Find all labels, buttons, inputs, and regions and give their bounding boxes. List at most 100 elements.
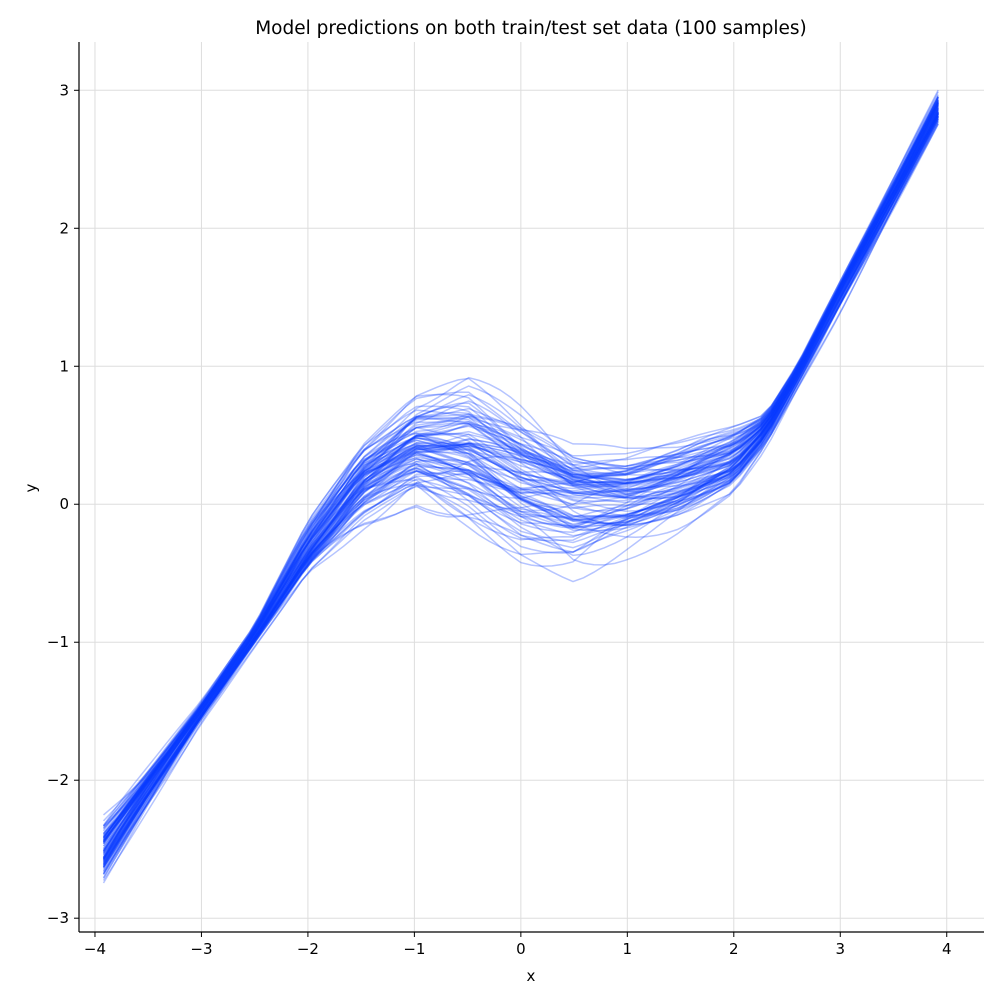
prediction-line: [102, 118, 939, 868]
prediction-line: [102, 113, 939, 862]
prediction-line: [102, 108, 939, 855]
prediction-line: [102, 112, 939, 861]
prediction-line: [102, 115, 939, 864]
prediction-line: [102, 104, 939, 847]
prediction-line: [102, 111, 939, 859]
y-tick-label: −2: [47, 771, 69, 789]
prediction-line: [102, 109, 939, 853]
prediction-line: [102, 102, 939, 843]
prediction-line: [102, 107, 939, 852]
prediction-line: [102, 115, 939, 868]
prediction-line: [102, 113, 939, 864]
prediction-line: [102, 116, 939, 868]
tick-labels: −4 −3 −2 −1 0 1 2 3 4 −3 −2 −1 0 1 2 3: [47, 81, 952, 958]
prediction-line: [102, 119, 939, 876]
x-tick-label: 1: [623, 940, 633, 958]
prediction-line: [102, 114, 939, 866]
prediction-line: [102, 99, 939, 841]
x-tick-label: 4: [942, 940, 952, 958]
prediction-line: [102, 102, 939, 839]
prediction-line: [102, 111, 939, 858]
prediction-line: [102, 113, 939, 863]
prediction-line: [102, 104, 939, 843]
prediction-line: [102, 103, 939, 842]
prediction-line: [102, 123, 939, 884]
prediction-line: [102, 94, 939, 827]
prediction-line: [102, 99, 939, 838]
prediction-line: [102, 115, 939, 867]
prediction-line: [102, 104, 939, 845]
prediction-line: [102, 113, 939, 860]
prediction-line: [102, 113, 939, 859]
x-tick-label: −2: [297, 940, 319, 958]
prediction-line: [102, 101, 939, 838]
prediction-line: [102, 123, 939, 879]
x-tick-label: −4: [84, 940, 106, 958]
prediction-line: [102, 103, 939, 840]
prediction-line: [102, 113, 939, 861]
prediction-line: [102, 117, 939, 869]
prediction-line: [102, 110, 939, 853]
prediction-line: [102, 97, 939, 834]
prediction-line: [102, 96, 939, 827]
prediction-line: [102, 100, 939, 839]
x-tick-label: 3: [835, 940, 845, 958]
prediction-line: [102, 102, 939, 839]
prediction-line: [102, 120, 939, 874]
prediction-line: [102, 119, 939, 875]
prediction-line: [102, 109, 939, 856]
prediction-line: [102, 121, 939, 878]
prediction-line: [102, 122, 939, 881]
prediction-line: [103, 89, 939, 816]
prediction-line: [102, 95, 939, 829]
prediction-line: [102, 121, 939, 875]
prediction-line: [102, 113, 939, 865]
prediction-line: [102, 113, 939, 860]
prediction-line: [102, 113, 939, 862]
prediction-line: [102, 101, 939, 841]
prediction-line: [102, 110, 939, 855]
prediction-line: [102, 99, 939, 835]
prediction-line: [102, 107, 939, 851]
prediction-line: [102, 105, 939, 844]
prediction-line: [102, 115, 939, 866]
prediction-line: [102, 112, 939, 859]
prediction-line: [102, 100, 939, 837]
prediction-line: [102, 118, 939, 873]
prediction-line: [102, 105, 939, 847]
prediction-line: [102, 114, 939, 865]
prediction-line: [102, 115, 939, 868]
axes: [74, 42, 984, 937]
prediction-line: [102, 96, 939, 827]
x-tick-label: −3: [190, 940, 212, 958]
prediction-line: [102, 96, 939, 829]
prediction-line: [102, 106, 939, 852]
prediction-line: [102, 96, 939, 826]
prediction-line: [102, 109, 939, 854]
x-tick-label: 0: [516, 940, 526, 958]
prediction-line: [102, 111, 939, 858]
prediction-line: [102, 98, 939, 832]
prediction-line: [102, 102, 939, 839]
prediction-line: [102, 96, 939, 830]
y-tick-label: 3: [59, 81, 69, 99]
prediction-line: [102, 107, 939, 852]
y-tick-label: 2: [59, 219, 69, 237]
prediction-line: [102, 107, 939, 850]
prediction-line: [102, 101, 939, 842]
prediction-line: [102, 106, 939, 849]
y-tick-label: 0: [59, 495, 69, 513]
prediction-line: [102, 91, 939, 822]
prediction-line: [102, 104, 939, 845]
grid: [79, 42, 984, 932]
prediction-line: [102, 118, 939, 872]
x-tick-label: 2: [729, 940, 739, 958]
prediction-line: [102, 106, 939, 843]
y-tick-label: 1: [59, 357, 69, 375]
prediction-line: [102, 111, 939, 859]
prediction-line: [102, 117, 939, 870]
prediction-line: [102, 113, 939, 862]
prediction-line: [102, 116, 939, 868]
prediction-line: [102, 116, 939, 865]
